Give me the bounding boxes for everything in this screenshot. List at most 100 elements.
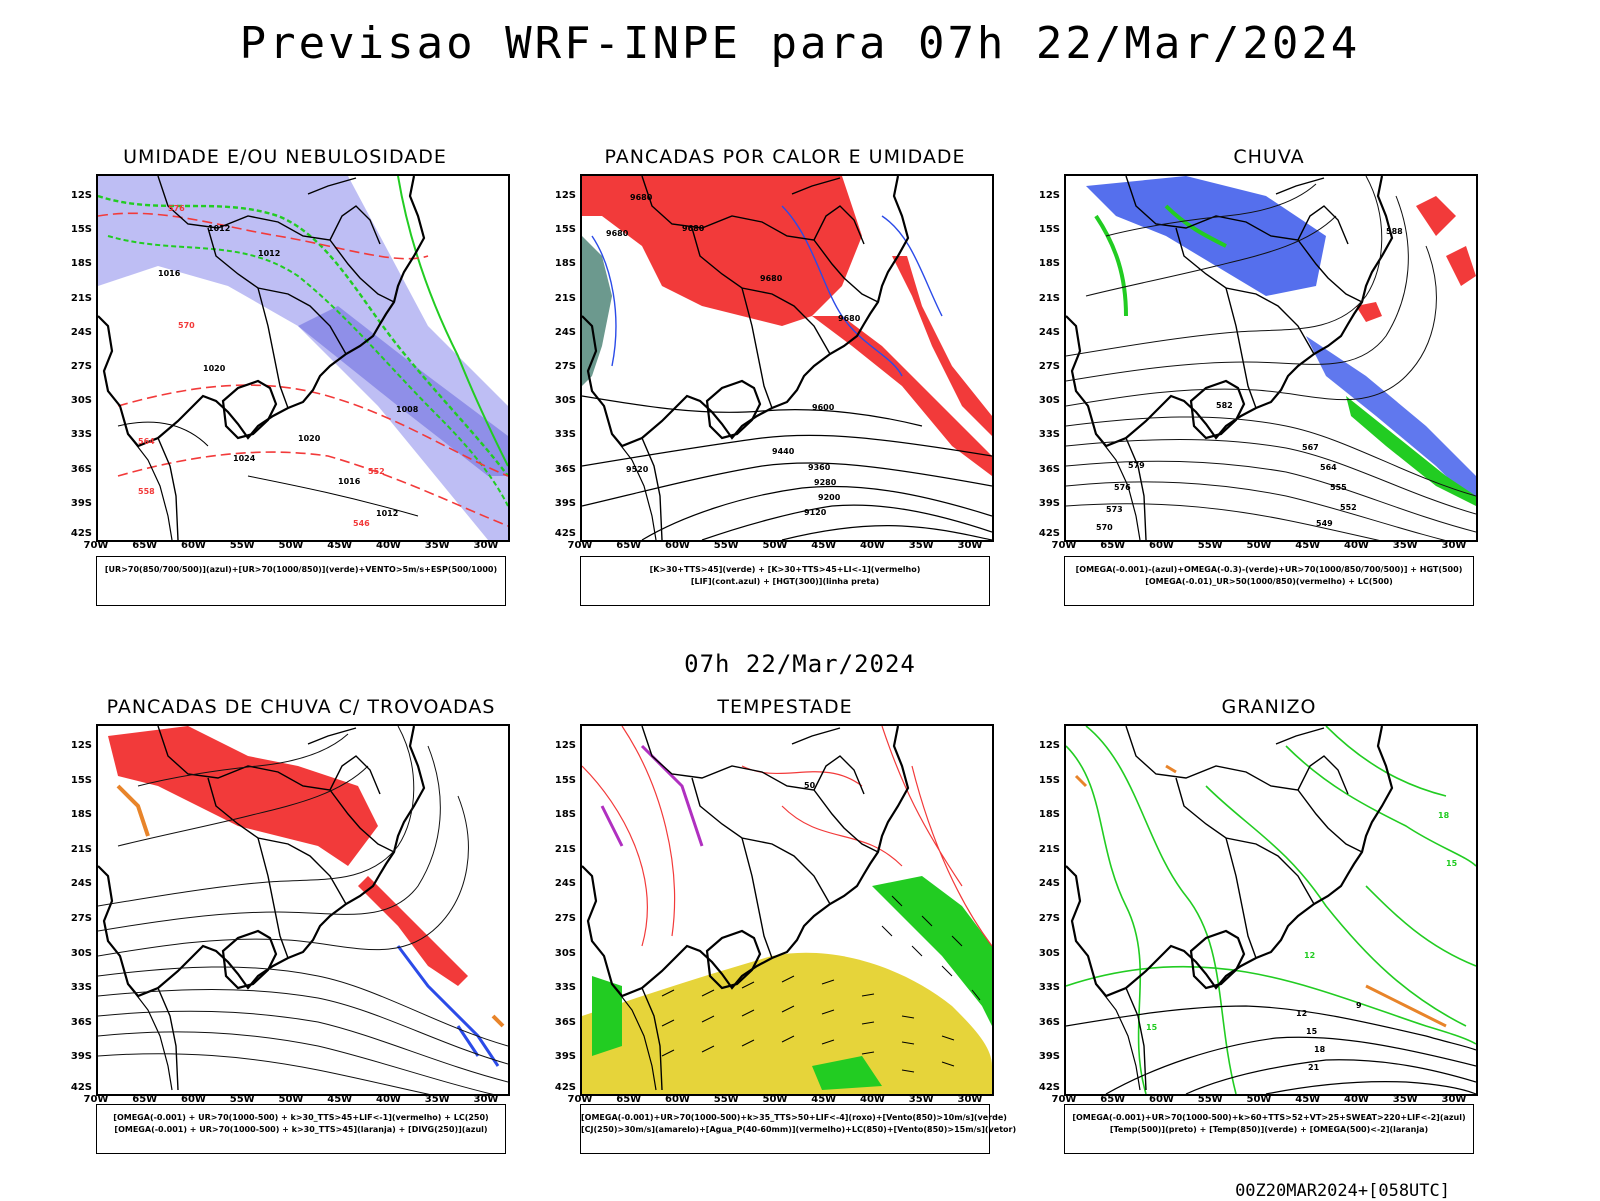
instability-red [582, 176, 862, 326]
isobar-label: 1012 [376, 509, 398, 518]
temp-label: 18 [1438, 811, 1450, 820]
green-contours-3 [397, 176, 508, 467]
thickness-line-1 [117, 384, 508, 477]
thickness-label: 564 [138, 437, 155, 446]
lif-contours [591, 205, 943, 377]
longitude-tick-label: 70W [1051, 540, 1077, 551]
storm-red-band [358, 876, 468, 986]
longitude-tick-label: 55W [1197, 540, 1223, 551]
hgt500-label: 549 [1316, 519, 1333, 528]
longitude-tick-label: 50W [762, 1094, 788, 1105]
isobar-label: 1020 [203, 364, 226, 373]
thickness-label: 570 [178, 321, 195, 330]
hgt500-label: 588 [1386, 227, 1403, 236]
panel-title: TEMPESTADE [717, 696, 853, 718]
hgt500-label: 567 [1302, 443, 1319, 452]
latitude-tick-label: 39S [70, 1051, 92, 1063]
latitude-tick-label: 21S [554, 843, 576, 855]
latitude-tick-label: 21S [1038, 292, 1060, 304]
latitude-tick-label: 27S [1038, 913, 1060, 924]
thickness-label: 576 [168, 204, 185, 213]
longitude-tick-label: 35W [424, 1094, 450, 1105]
longitude-tick-label: 60W [1149, 540, 1174, 551]
latitude-tick-label: 18S [1038, 809, 1060, 821]
longitude-tick-label: 50W [1246, 540, 1272, 551]
temp-label: 12 [1296, 1009, 1307, 1018]
longitude-tick-label: 45W [811, 1094, 837, 1105]
lc-label: 50 [804, 781, 816, 790]
thickness-line-2 [117, 451, 508, 527]
longitude-tick-label: 55W [229, 1094, 255, 1105]
panel-legend: [OMEGA(-0.001)+UR>70(1000-500)+k>35_TTS>… [580, 1104, 1016, 1154]
latitude-tick-label: 21S [554, 292, 576, 304]
panel-tempestade: TEMPESTADE 50 [OMEGA(-0.001)+UR>70(1000-… [542, 696, 1016, 1176]
longitude-tick-label: 60W [665, 1094, 690, 1105]
latitude-tick-label: 18S [554, 809, 576, 821]
longitude-tick-label: 40W [860, 540, 885, 551]
isobar-label: 1012 [258, 249, 280, 258]
latitude-tick-label: 36S [554, 1016, 576, 1028]
panel-title: GRANIZO [1221, 696, 1317, 718]
latitude-tick-label: 15S [554, 774, 576, 786]
latitude-tick-label: 36S [70, 1016, 92, 1028]
storm-red [108, 726, 378, 866]
latitude-tick-label: 12S [554, 740, 576, 751]
longitude-tick-label: 30W [957, 1094, 983, 1105]
panel-granizo: GRANIZO 18 15 12 9 12 15 18 21 15 [OMEGA… [1026, 696, 1486, 1176]
latitude-tick-label: 33S [1038, 982, 1060, 994]
longitude-tick-label: 35W [1392, 1094, 1418, 1105]
purple-patches [600, 744, 704, 847]
longitude-tick-label: 45W [811, 540, 837, 551]
latitude-tick-label: 27S [554, 361, 576, 372]
map-chuva[interactable]: 582 579 576 573 570 567 564 555 552 549 … [1064, 174, 1478, 542]
temp-label: 15 [1146, 1023, 1158, 1032]
hgt500-label: 573 [1106, 505, 1123, 514]
latitude-tick-label: 15S [70, 774, 92, 786]
panel-umidade: UMIDADE E/OU NEBULOSIDADE 1012 1012 1016… [58, 146, 518, 616]
map-pancadas-calor[interactable]: 9680 9680 9680 9680 9680 9600 9520 9440 … [580, 174, 994, 542]
latitude-tick-label: 36S [70, 463, 92, 475]
main-title: Previsao WRF-INPE para 07h 22/Mar/2024 [239, 18, 1361, 69]
longitude-tick-label: 45W [1295, 1094, 1321, 1105]
longitude-tick-label: 65W [1100, 1094, 1126, 1105]
map-tempestade[interactable]: 50 [580, 724, 994, 1096]
hgt500-label: 570 [1096, 523, 1113, 532]
isobar-label: 1016 [158, 269, 181, 278]
omega-blue-band [1306, 336, 1476, 506]
divergence-blue [396, 945, 500, 1067]
latitude-tick-label: 24S [554, 326, 576, 338]
longitude-tick-label: 60W [1149, 1094, 1174, 1105]
hgt500-label: 576 [1114, 483, 1131, 492]
middle-time-label: 07h 22/Mar/2024 [684, 650, 916, 678]
map-umidade[interactable]: 1012 1012 1016 1020 1024 1020 1016 1012 … [96, 174, 510, 542]
strong-wind-green-2 [592, 976, 882, 1090]
map-trovoadas[interactable] [96, 724, 510, 1096]
longitude-tick-label: 60W [181, 540, 206, 551]
temp-label: 12 [1304, 951, 1315, 960]
thickness-label: 552 [368, 467, 385, 476]
omega-red-patches [1356, 196, 1476, 322]
latitude-tick-label: 42S [554, 528, 576, 539]
latitude-tick-label: 12S [554, 190, 576, 201]
longitude-tick-label: 40W [376, 1094, 401, 1105]
latitude-tick-label: 12S [1038, 190, 1060, 201]
longitude-tick-label: 35W [908, 540, 934, 551]
hgt-label: 9120 [804, 508, 827, 517]
hgt500-label: 582 [1216, 401, 1233, 410]
longitude-tick-label: 40W [860, 1094, 885, 1105]
instability-red-band-2 [892, 256, 992, 436]
temp-label: 15 [1306, 1027, 1318, 1036]
longitude-tick-label: 70W [567, 540, 593, 551]
latitude-tick-label: 15S [1038, 774, 1060, 786]
longitude-tick-label: 70W [83, 1094, 109, 1105]
omega-green-band [1346, 396, 1476, 506]
thickness-label: 546 [353, 519, 370, 528]
latitude-tick-label: 27S [70, 361, 92, 372]
latitude-tick-label: 42S [1038, 1082, 1060, 1093]
longitude-tick-label: 65W [132, 540, 158, 551]
latitude-tick-label: 27S [554, 913, 576, 924]
isobar-label: 1024 [233, 454, 256, 463]
map-granizo[interactable]: 18 15 12 9 12 15 18 21 15 [1064, 724, 1478, 1096]
longitude-tick-label: 30W [1441, 1094, 1467, 1105]
longitude-tick-label: 55W [713, 540, 739, 551]
